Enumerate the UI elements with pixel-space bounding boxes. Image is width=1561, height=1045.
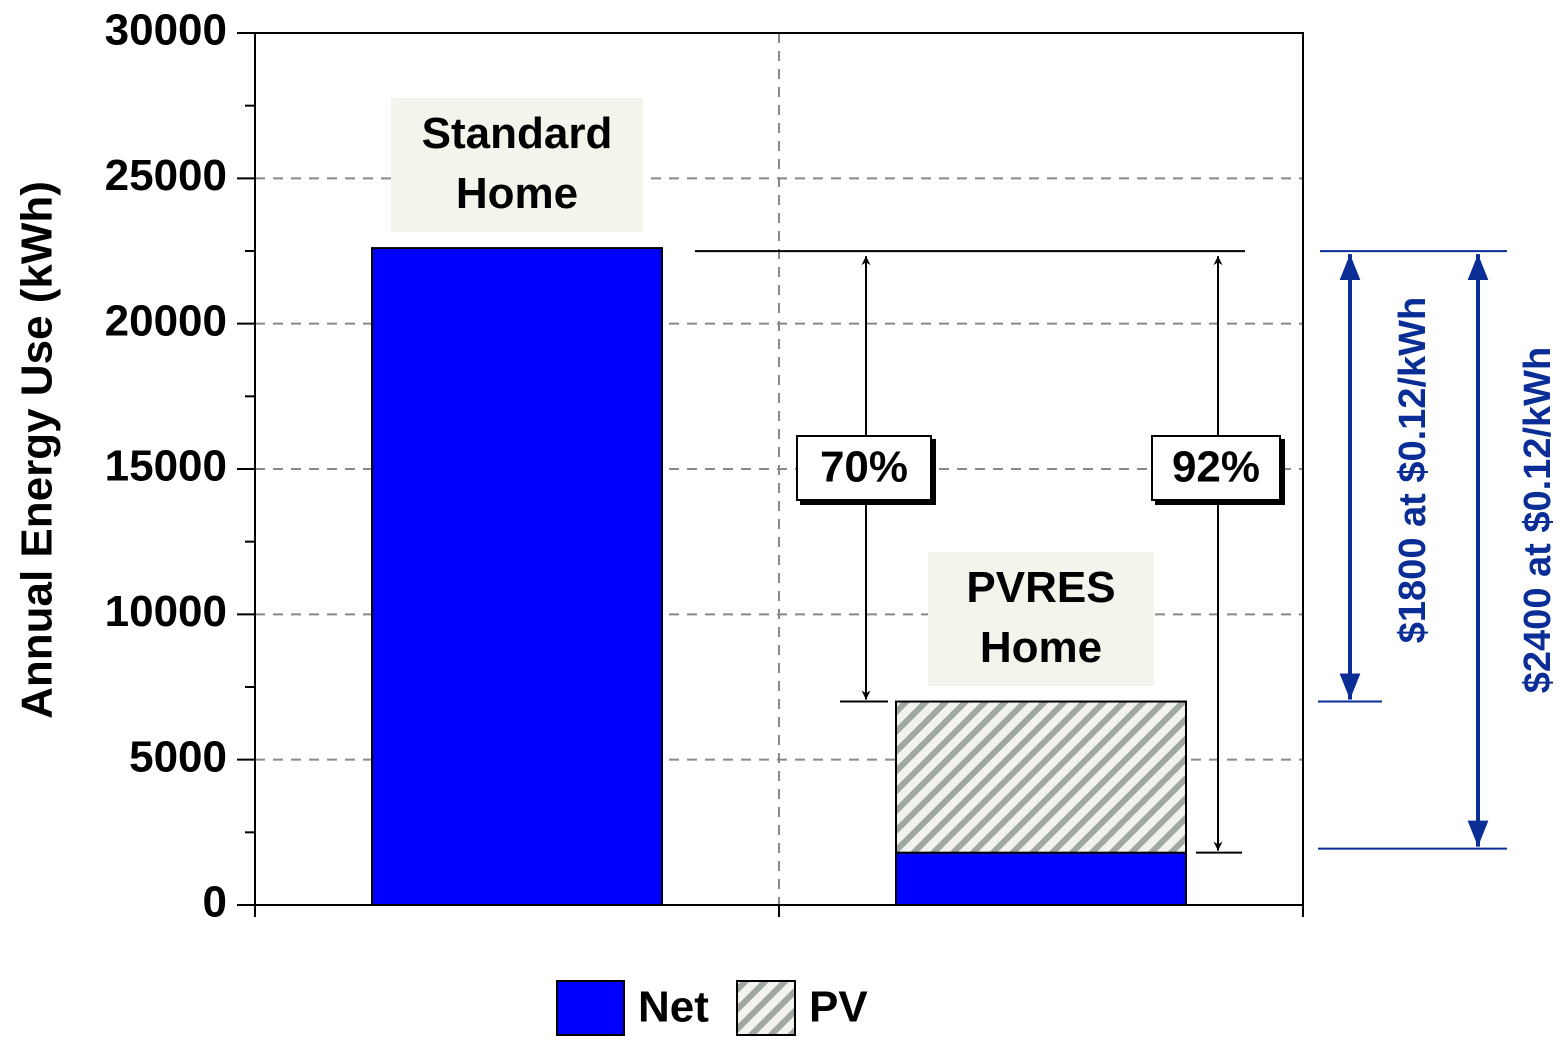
legend-swatch xyxy=(556,980,625,1036)
legend-label: PV xyxy=(809,983,868,1032)
y-tick-label: 20000 xyxy=(105,296,227,345)
y-tick-label: 5000 xyxy=(129,732,227,781)
y-axis-label: Annual Energy Use (kWh) xyxy=(13,181,62,719)
y-tick-label: 0 xyxy=(203,878,227,927)
category-label: Standard Home xyxy=(391,98,643,233)
legend-swatch xyxy=(736,980,796,1036)
annotation-box xyxy=(796,435,932,501)
plot-frame xyxy=(254,32,1304,906)
bar-segment xyxy=(895,851,1187,906)
category-label: PVRES Home xyxy=(928,551,1154,686)
cost-annotation: $2400 at $0.12/kWh xyxy=(1517,347,1559,693)
annotation-box xyxy=(1151,435,1281,501)
y-tick-label: 30000 xyxy=(105,6,227,55)
y-tick-label: 25000 xyxy=(105,151,227,200)
cost-annotation: $1800 at $0.12/kWh xyxy=(1392,297,1434,643)
annotation: 70% xyxy=(820,443,908,492)
y-tick-label: 10000 xyxy=(105,587,227,636)
y-tick-label: 15000 xyxy=(105,442,227,491)
legend-label: Net xyxy=(638,983,709,1032)
bar-segment xyxy=(371,247,663,907)
annotation: 92% xyxy=(1172,443,1260,492)
bar-segment xyxy=(895,700,1187,854)
